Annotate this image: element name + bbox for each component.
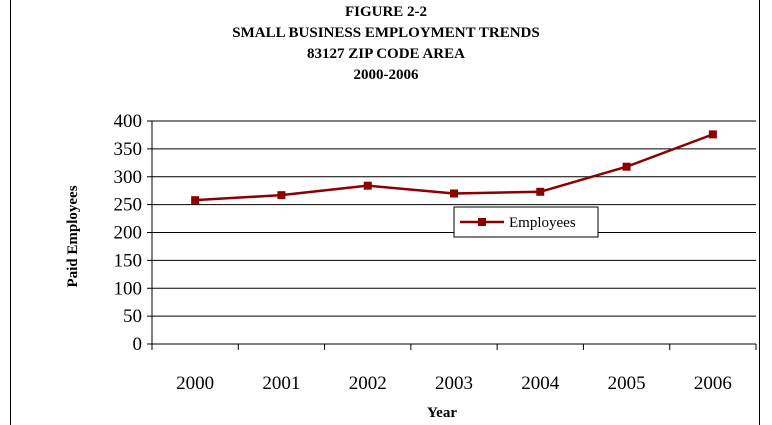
title-line-1: FIGURE 2-2 bbox=[344, 4, 428, 20]
title-line-3: 83127 ZIP CODE AREA bbox=[307, 46, 465, 62]
x-tick-label-2006: 2006 bbox=[694, 373, 732, 394]
data-point-2003 bbox=[450, 189, 458, 198]
x-tick-label-2004: 2004 bbox=[521, 373, 560, 394]
data-point-2002 bbox=[363, 181, 372, 190]
x-axis-title: Year bbox=[427, 405, 457, 421]
y-tick-label-50: 50 bbox=[123, 306, 142, 327]
x-tick-label-2002: 2002 bbox=[349, 373, 387, 394]
data-point-2001 bbox=[277, 191, 286, 200]
legend: Employees bbox=[453, 206, 599, 238]
y-tick-label-350: 350 bbox=[114, 139, 143, 160]
title-line-2: SMALL BUSINESS EMPLOYMENT TRENDS bbox=[232, 25, 540, 41]
title-line-4: 2000-2006 bbox=[353, 67, 419, 83]
x-tick-label-2000: 2000 bbox=[176, 373, 214, 394]
x-tick-label-2003: 2003 bbox=[435, 373, 473, 394]
y-tick-label-200: 200 bbox=[114, 223, 143, 244]
y-tick-label-300: 300 bbox=[114, 167, 143, 188]
x-tick-label-2001: 2001 bbox=[262, 373, 300, 394]
y-tick-label-100: 100 bbox=[114, 278, 143, 299]
y-tick-labels: 0 50 100 150 200 250 300 350 400 bbox=[114, 111, 143, 355]
chart-title: FIGURE 2-2 SMALL BUSINESS EMPLOYMENT TRE… bbox=[0, 2, 772, 86]
legend-marker bbox=[478, 218, 486, 226]
data-point-2004 bbox=[536, 187, 545, 196]
series-employees bbox=[191, 130, 717, 205]
y-tick-label-400: 400 bbox=[114, 111, 143, 132]
y-tick-label-250: 250 bbox=[114, 195, 143, 216]
chart-frame bbox=[10, 0, 760, 425]
legend-label: Employees bbox=[509, 215, 576, 231]
data-point-2005 bbox=[622, 162, 631, 171]
x-tick-labels: 2000 2001 2002 2003 2004 2005 2006 bbox=[176, 373, 732, 394]
data-point-2006 bbox=[708, 130, 717, 139]
legend-box bbox=[453, 206, 599, 238]
data-point-2000 bbox=[191, 196, 200, 205]
gridlines bbox=[152, 120, 756, 317]
y-tick-label-150: 150 bbox=[114, 250, 143, 271]
axes bbox=[147, 120, 757, 350]
x-tick-label-2005: 2005 bbox=[608, 373, 646, 394]
y-axis-title: Paid Employees bbox=[65, 185, 81, 287]
y-tick-label-0: 0 bbox=[133, 334, 143, 355]
